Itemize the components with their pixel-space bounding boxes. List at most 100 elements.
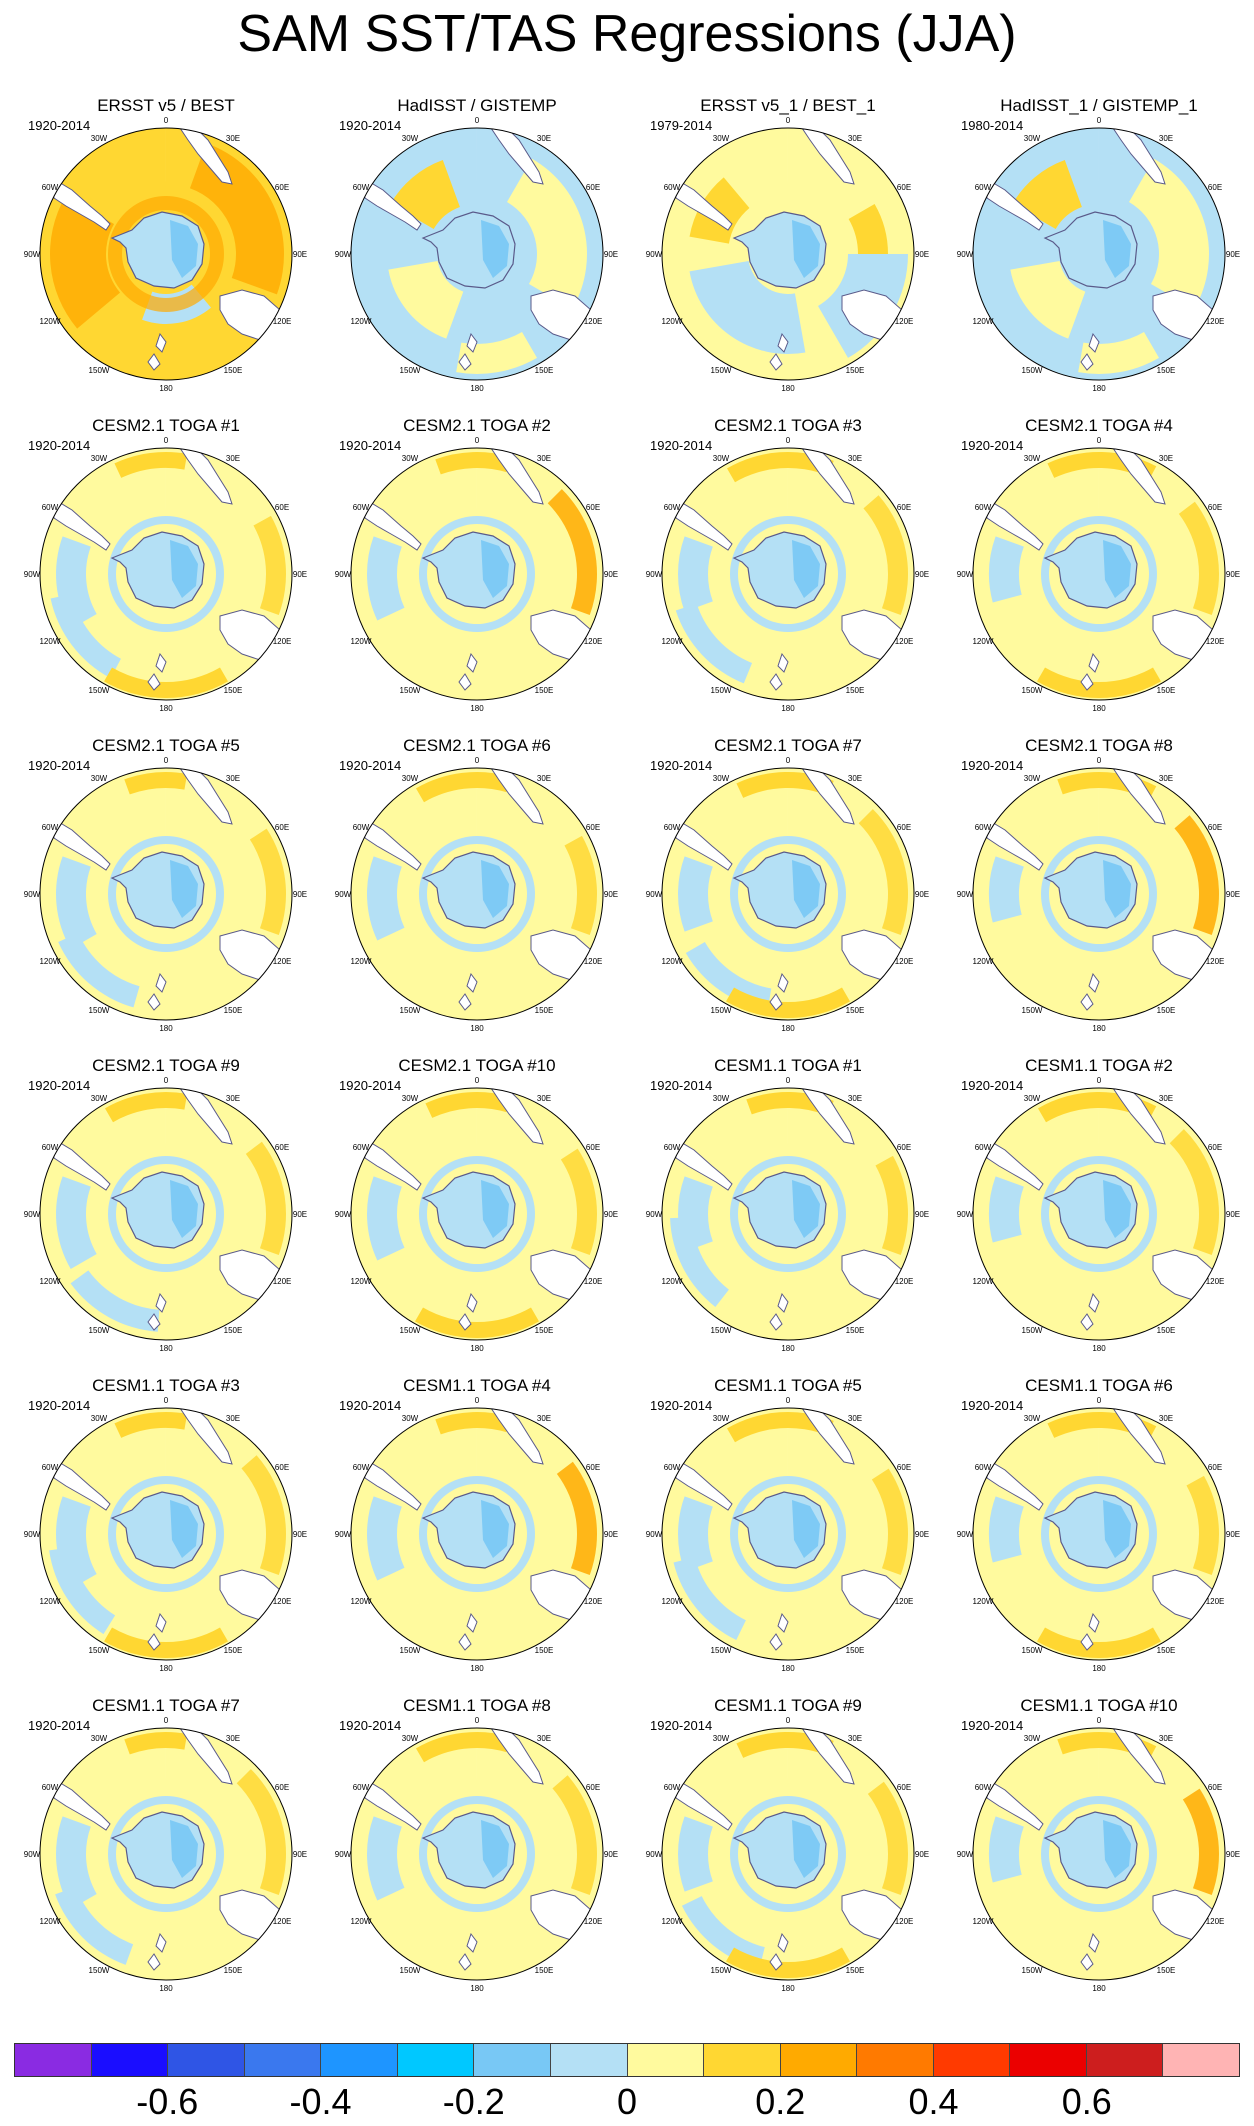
colorbar-swatch	[780, 2044, 858, 2076]
colorbar-tick-label: -0.2	[442, 2081, 505, 2122]
longitude-label: 30E	[226, 1414, 240, 1423]
map-panel: CESM1.1 TOGA #10 1920-2014 0 30E 60E 90E 120E 1…	[943, 1696, 1254, 2006]
longitude-label: 30E	[537, 454, 551, 463]
antarctica-anomaly	[170, 1820, 198, 1878]
regression-field	[40, 448, 292, 700]
longitude-label: 0	[164, 756, 169, 765]
longitude-label: 30W	[1024, 1094, 1041, 1103]
longitude-label: 60E	[275, 1143, 289, 1152]
continent-outline	[147, 1932, 167, 1971]
panel-title: CESM2.1 TOGA #9	[92, 1056, 240, 1075]
panel-period-label: 1920-2014	[650, 1078, 713, 1093]
longitude-label: 60E	[275, 503, 289, 512]
longitude-label: 30W	[713, 774, 730, 783]
longitude-label: 90W	[24, 1530, 41, 1539]
polar-stereographic-map: 0 30E 60E 90E 120E 150E 180 150W 120W 90W 60W 30W	[24, 1396, 307, 1673]
longitude-label: 180	[781, 384, 795, 393]
antarctica-anomaly	[1103, 540, 1131, 598]
longitude-label: 90E	[1226, 1210, 1240, 1219]
longitude-label: 0	[164, 436, 169, 445]
longitude-label: 90E	[293, 890, 307, 899]
longitude-label: 0	[786, 1076, 791, 1085]
map-border	[972, 447, 1226, 701]
longitude-label: 120E	[273, 957, 292, 966]
longitude-label: 0	[475, 436, 480, 445]
colorbar-swatch	[627, 2044, 705, 2076]
longitude-label: 180	[1092, 1664, 1106, 1673]
map-border	[661, 447, 915, 701]
longitude-label: 180	[1092, 1984, 1106, 1993]
longitude-label: 180	[159, 384, 173, 393]
longitude-label: 30E	[537, 1094, 551, 1103]
longitude-label: 150E	[1157, 1966, 1176, 1975]
longitude-label: 30E	[848, 774, 862, 783]
antarctica-anomaly	[481, 1820, 509, 1878]
longitude-label: 30E	[226, 1734, 240, 1743]
map-border	[350, 127, 604, 381]
longitude-label: 180	[159, 704, 173, 713]
longitude-label: 120W	[661, 317, 682, 326]
continent-outline	[179, 768, 233, 825]
longitude-label: 180	[1092, 1344, 1106, 1353]
map-panel: ERSST v5_1 / BEST_1 1979-2014 0 30E 60E 90E 12…	[632, 96, 944, 406]
longitude-label: 150E	[1157, 1006, 1176, 1015]
longitude-label: 60E	[586, 183, 600, 192]
continent-outline	[362, 1457, 422, 1511]
longitude-label: 120W	[972, 317, 993, 326]
polar-stereographic-map: 0 30E 60E 90E 120E 150E 180 150W 120W 90W 60W 30W	[335, 1716, 618, 1993]
map-panel: CESM1.1 TOGA #9 1920-2014 0 30E 60E 90E 120E 15…	[632, 1696, 944, 2006]
longitude-label: 60W	[664, 1783, 681, 1792]
longitude-label: 90E	[293, 570, 307, 579]
longitude-label: 120E	[1206, 317, 1225, 326]
polar-stereographic-map: 0 30E 60E 90E 120E 150E 180 150W 120W 90W 60W 30W	[957, 436, 1240, 713]
panel-title: CESM1.1 TOGA #6	[1025, 1376, 1173, 1395]
longitude-label: 120E	[273, 1597, 292, 1606]
longitude-label: 90W	[24, 1210, 41, 1219]
longitude-label: 180	[470, 1024, 484, 1033]
longitude-label: 30W	[713, 1094, 730, 1103]
antarctica-anomaly	[481, 860, 509, 918]
antarctica-anomaly	[1103, 1500, 1131, 1558]
longitude-label: 60E	[897, 823, 911, 832]
longitude-label: 90W	[957, 890, 974, 899]
colorbar-swatch	[933, 2044, 1011, 2076]
longitude-label: 60E	[275, 1463, 289, 1472]
colorbar-swatch	[474, 2044, 551, 2076]
panel-title: HadISST_1 / GISTEMP_1	[1000, 96, 1198, 115]
longitude-label: 120E	[1206, 957, 1225, 966]
longitude-label: 30W	[1024, 134, 1041, 143]
longitude-label: 150W	[400, 1326, 421, 1335]
antarctica-anomaly	[792, 1500, 820, 1558]
continent-outline	[458, 1612, 478, 1651]
polar-stereographic-map: 0 30E 60E 90E 120E 150E 180 150W 120W 90W 60W 30W	[24, 1076, 307, 1353]
regression-field	[662, 1728, 914, 1980]
map-panel: CESM2.1 TOGA #6 1920-2014 0 30E 60E 90E 120E 15…	[321, 736, 633, 1046]
panel-period-label: 1920-2014	[961, 1398, 1024, 1413]
colorbar-swatch	[168, 2044, 245, 2076]
longitude-label: 120E	[584, 957, 603, 966]
continent-outline	[1080, 652, 1100, 691]
panel-title: CESM2.1 TOGA #5	[92, 736, 240, 755]
panel-period-label: 1920-2014	[339, 1718, 402, 1733]
longitude-label: 30E	[848, 134, 862, 143]
polar-stereographic-map: 0 30E 60E 90E 120E 150E 180 150W 120W 90W 60W 30W	[646, 1396, 929, 1673]
longitude-label: 30W	[91, 1094, 108, 1103]
map-border	[39, 127, 293, 381]
longitude-label: 60W	[664, 1463, 681, 1472]
longitude-label: 150W	[711, 1326, 732, 1335]
longitude-label: 180	[781, 1344, 795, 1353]
colorbar-swatch	[1010, 2044, 1087, 2076]
longitude-label: 90E	[604, 1850, 618, 1859]
continent-outline	[1112, 768, 1166, 825]
longitude-label: 90E	[604, 250, 618, 259]
map-border	[972, 767, 1226, 1021]
map-border	[972, 1087, 1226, 1341]
continent-outline	[362, 1137, 422, 1191]
longitude-label: 60W	[353, 183, 370, 192]
panel-period-label: 1920-2014	[339, 438, 402, 453]
longitude-label: 120W	[661, 637, 682, 646]
continent-outline	[673, 1137, 733, 1191]
longitude-label: 0	[475, 756, 480, 765]
longitude-label: 120W	[972, 1597, 993, 1606]
panel-period-label: 1920-2014	[28, 758, 91, 773]
